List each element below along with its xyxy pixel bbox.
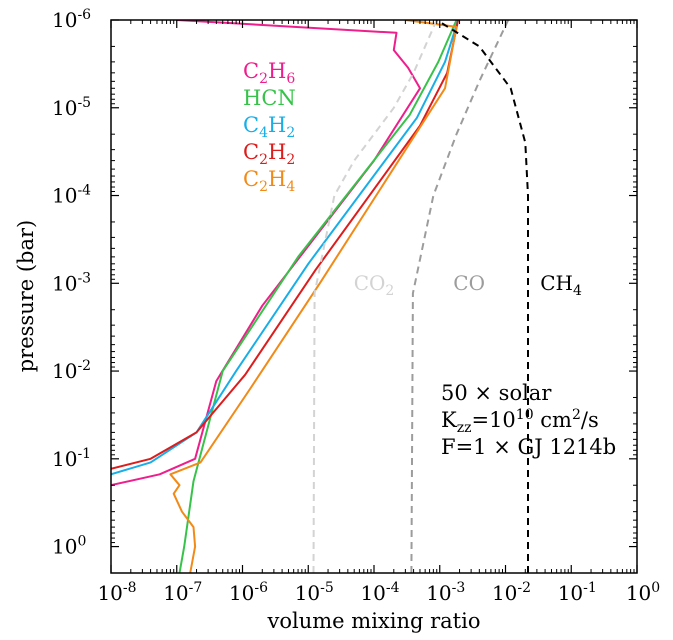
x-tick-label: 10-4 xyxy=(360,580,399,605)
x-tick-label: 10-6 xyxy=(229,580,268,605)
series-layer xyxy=(111,20,529,573)
molecule-labels: CO2 CO CH4 xyxy=(354,271,582,299)
legend-entry-c4h2: C4H2 xyxy=(243,113,295,141)
legend-entry-hcn: HCN xyxy=(243,86,296,110)
y-axis-title: pressure (bar) xyxy=(14,220,38,373)
x-tick-label: 10-2 xyxy=(492,580,531,605)
x-tick-label: 10-5 xyxy=(295,580,334,605)
annotation-line-1: 50 × solar xyxy=(441,381,552,405)
ticks-layer: 10-8 10-7 10-6 10-5 10-4 10-3 10-2 10-1 100 10-6 1… xyxy=(52,7,660,605)
series-line-co xyxy=(410,20,510,573)
legend-entry-c2h6: C2H6 xyxy=(243,59,295,87)
x-tick-label: 10-1 xyxy=(558,580,597,605)
series-line-hcn xyxy=(178,20,458,573)
x-tick-label: 10-7 xyxy=(163,580,202,605)
annotation-line-2: Kzz=1010 cm2/s xyxy=(441,407,599,436)
y-tick-label: 10-4 xyxy=(52,183,91,208)
series-line-c4h2 xyxy=(111,20,460,476)
x-tick-label: 10-3 xyxy=(426,580,465,605)
x-tick-label: 100 xyxy=(626,580,660,605)
y-tick-label: 10-6 xyxy=(52,7,91,32)
series-line-co2 xyxy=(312,20,438,573)
curve-label-ch4: CH4 xyxy=(540,271,582,299)
y-tick-label: 10-3 xyxy=(52,270,91,295)
y-tick-label: 10-5 xyxy=(52,95,91,120)
y-tick-label: 10-2 xyxy=(52,358,91,383)
y-tick-label: 100 xyxy=(52,534,86,559)
curve-label-co: CO xyxy=(453,271,485,295)
x-axis-title: volume mixing ratio xyxy=(267,609,481,633)
y-tick-label: 10-1 xyxy=(52,446,91,471)
plot-frame xyxy=(110,19,638,574)
annotation-line-3: F=1 × GJ 1214b xyxy=(441,435,616,459)
series-line-ch4 xyxy=(436,20,529,573)
curve-label-co2: CO2 xyxy=(354,271,395,299)
series-line-c2h2 xyxy=(111,20,460,470)
legend-entry-c2h4: C2H4 xyxy=(243,167,295,195)
series-line-c2h4 xyxy=(169,20,458,573)
legend-entry-c2h2: C2H2 xyxy=(243,140,295,168)
x-tick-label: 10-8 xyxy=(97,580,136,605)
